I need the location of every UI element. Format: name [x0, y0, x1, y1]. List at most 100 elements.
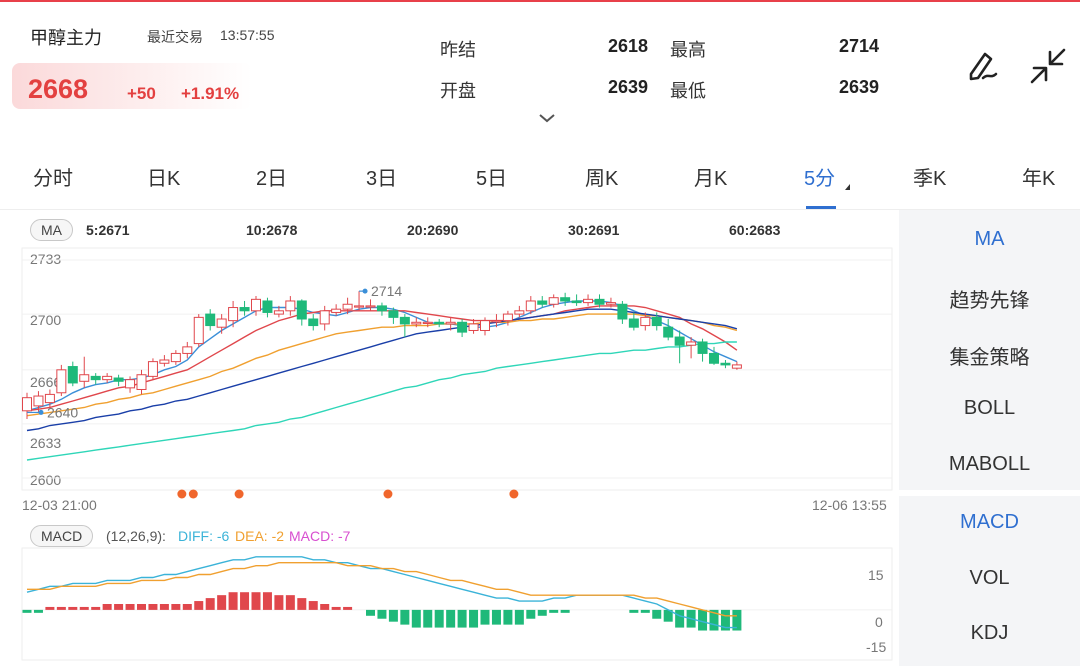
macd-histogram-bar: [102, 604, 112, 610]
macd-histogram-bar: [526, 609, 536, 619]
recent-trade-label: 最近交易: [147, 29, 203, 45]
macd-histogram-bar: [240, 592, 250, 610]
candle-body: [617, 303, 628, 320]
high-marker-dot: [362, 288, 368, 294]
candle-body: [365, 305, 376, 308]
candle-body: [273, 310, 284, 315]
indicator-ma[interactable]: MA: [974, 228, 1005, 250]
candle-body: [640, 316, 651, 327]
tab-5-min[interactable]: 5分: [804, 168, 836, 190]
candle-body: [342, 303, 353, 310]
indicator-macd[interactable]: MACD: [960, 511, 1019, 533]
event-marker-dot: [234, 489, 244, 499]
macd-histogram-bar: [194, 601, 204, 610]
macd-tick-label: -15: [866, 639, 887, 655]
macd-histogram-bar: [33, 609, 43, 613]
candle-body: [434, 321, 445, 325]
low-marker-dot: [38, 409, 44, 415]
candle-body: [651, 316, 662, 327]
macd-histogram-bar: [159, 604, 169, 610]
quote-value-prev-settle: 2618: [607, 36, 648, 56]
diff-label: DIFF: -6: [178, 528, 230, 544]
candle-body: [502, 313, 513, 322]
collapse-icon[interactable]: [1028, 46, 1068, 86]
macd-histogram-bar: [228, 592, 238, 610]
macd-histogram-bar: [640, 609, 650, 613]
tab-intraday[interactable]: 分时: [33, 168, 73, 190]
macd-histogram-bar: [732, 609, 742, 631]
macd-histogram-bar: [217, 595, 227, 610]
candle-body: [308, 318, 319, 327]
candle-body: [67, 366, 78, 384]
x-start-label: 12-03 21:00: [22, 497, 97, 513]
top-accent-line: [0, 0, 1080, 2]
ma20-label: 20:2690: [407, 222, 459, 238]
candle-body: [22, 397, 32, 412]
indicator-maboll[interactable]: MABOLL: [948, 453, 1031, 475]
macd-histogram-bar: [652, 609, 662, 619]
macd-histogram-bar: [22, 609, 32, 613]
tab-monthly-k[interactable]: 月K: [694, 168, 728, 190]
macd-tick-label: 0: [875, 614, 883, 630]
macd-pill[interactable]: MACD: [30, 525, 94, 547]
candle-body: [514, 310, 525, 315]
tab-yearly-k[interactable]: 年K: [1022, 168, 1056, 190]
event-marker-dot: [177, 489, 187, 499]
candle-body: [422, 321, 433, 324]
indicator-gold-strategy[interactable]: 集金策略: [949, 347, 1030, 369]
indicator-boll[interactable]: BOLL: [963, 397, 1016, 419]
ma-pill[interactable]: MA: [30, 219, 73, 241]
candle-body: [125, 379, 136, 389]
candle-body: [571, 300, 582, 304]
x-end-label: 12-06 13:55: [812, 497, 887, 513]
y-tick-label: 2733: [30, 251, 62, 267]
price-change-pct: +1.91%: [181, 84, 240, 103]
indicator-kdj[interactable]: KDJ: [970, 622, 1009, 644]
candle-body: [296, 300, 307, 320]
quote-value-high: 2714: [838, 36, 879, 56]
chevron-down-icon[interactable]: [537, 112, 557, 124]
dea-label: DEA: -2: [235, 528, 285, 544]
tab-3-day[interactable]: 3日: [366, 168, 398, 190]
candle-body: [182, 346, 193, 354]
ma20-line: [26, 313, 738, 417]
macd-histogram-bar: [205, 598, 215, 610]
event-marker-dot: [509, 489, 519, 499]
macd-histogram-bar: [285, 595, 295, 610]
candle-body: [33, 395, 44, 407]
candle-body: [697, 341, 708, 354]
candle-body: [399, 316, 410, 325]
candle-body: [193, 316, 204, 345]
candle-body: [731, 364, 742, 369]
tab-daily-k[interactable]: 日K: [147, 168, 181, 190]
candle-body: [525, 300, 536, 312]
indicator-vol[interactable]: VOL: [969, 567, 1010, 589]
tab-weekly-k[interactable]: 周K: [585, 168, 619, 190]
tab-quarterly-k[interactable]: 季K: [913, 168, 947, 190]
draw-icon[interactable]: [963, 46, 1003, 86]
candle-body: [445, 321, 456, 325]
dea-line: [27, 562, 737, 617]
macd-histogram-bar: [675, 609, 685, 628]
candle-body: [686, 341, 697, 346]
candle-body: [628, 318, 639, 328]
indicator-trend-pioneer[interactable]: 趋势先锋: [949, 290, 1030, 312]
macd-plot-frame: [21, 547, 893, 661]
panel-divider: [899, 490, 1080, 496]
candle-body: [354, 305, 365, 308]
candle-body: [468, 323, 479, 331]
macd-histogram-bar: [331, 606, 341, 610]
ma10-label: 10:2678: [246, 222, 298, 238]
indicator-panel: MA 趋势先锋 集金策略 BOLL MABOLL MACD VOL KDJ: [899, 210, 1080, 666]
candle-body: [411, 321, 422, 325]
tab-dropdown-caret-icon[interactable]: [845, 184, 850, 190]
candle-body: [147, 361, 158, 377]
candle-body: [159, 359, 170, 364]
contract-title[interactable]: 甲醇主力: [30, 28, 102, 48]
candle-body: [228, 307, 239, 322]
macd-histogram-bar: [537, 609, 547, 616]
tab-5-day[interactable]: 5日: [476, 168, 508, 190]
tab-2-day[interactable]: 2日: [256, 168, 288, 190]
macd-histogram-bar: [91, 606, 101, 610]
